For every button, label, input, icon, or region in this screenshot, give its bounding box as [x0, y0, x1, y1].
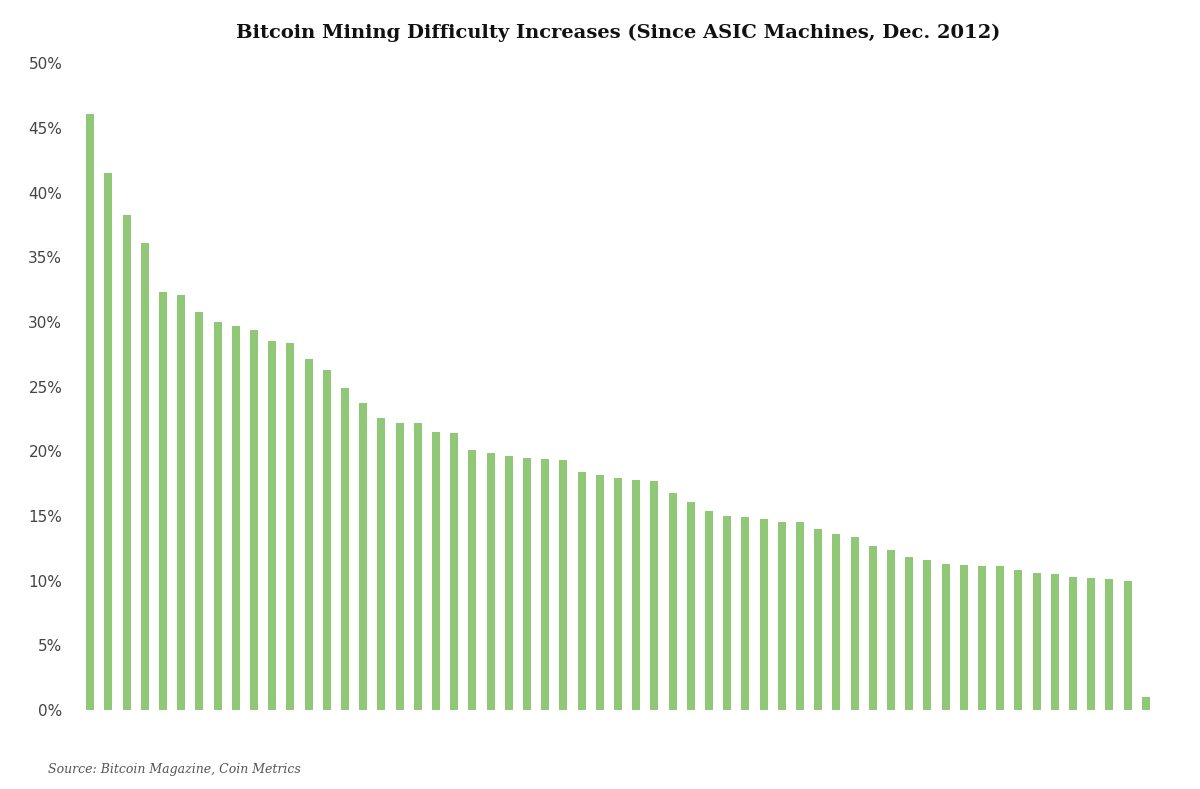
Bar — [140, 243, 149, 710]
Bar — [305, 360, 313, 710]
Bar — [268, 342, 276, 710]
Bar — [942, 564, 949, 710]
Bar — [450, 433, 458, 710]
Bar — [523, 458, 532, 710]
Bar — [833, 534, 840, 710]
Bar — [1087, 578, 1096, 710]
Bar — [323, 370, 331, 710]
Bar — [724, 516, 731, 710]
Bar — [1105, 579, 1114, 710]
Bar — [760, 518, 768, 710]
Bar — [505, 457, 512, 710]
Bar — [541, 459, 550, 710]
Bar — [923, 560, 931, 710]
Bar — [122, 215, 131, 710]
Bar — [250, 330, 258, 710]
Text: Source: Bitcoin Magazine, Coin Metrics: Source: Bitcoin Magazine, Coin Metrics — [48, 763, 301, 776]
Bar — [196, 312, 204, 710]
Bar — [359, 403, 367, 710]
Bar — [632, 480, 641, 710]
Bar — [214, 322, 222, 710]
Bar — [232, 326, 240, 710]
Bar — [158, 292, 167, 710]
Bar — [996, 567, 1004, 710]
Bar — [595, 475, 604, 710]
Bar — [704, 510, 713, 710]
Bar — [686, 502, 695, 710]
Bar — [778, 522, 786, 710]
Bar — [468, 450, 476, 710]
Bar — [960, 565, 968, 710]
Bar — [287, 342, 294, 710]
Bar — [1069, 577, 1078, 710]
Bar — [377, 417, 385, 710]
Bar — [814, 529, 822, 710]
Bar — [577, 472, 586, 710]
Bar — [341, 388, 349, 710]
Bar — [1141, 697, 1150, 710]
Bar — [1032, 573, 1040, 710]
Bar — [614, 478, 622, 710]
Bar — [869, 546, 877, 710]
Bar — [86, 114, 95, 710]
Bar — [905, 557, 913, 710]
Bar — [1123, 581, 1132, 710]
Bar — [396, 423, 403, 710]
Bar — [650, 481, 659, 710]
Bar — [414, 423, 422, 710]
Title: Bitcoin Mining Difficulty Increases (Since ASIC Machines, Dec. 2012): Bitcoin Mining Difficulty Increases (Sin… — [236, 24, 1000, 42]
Bar — [978, 567, 986, 710]
Bar — [104, 173, 113, 710]
Bar — [486, 453, 494, 710]
Bar — [432, 432, 440, 710]
Bar — [559, 460, 568, 710]
Bar — [1014, 570, 1022, 710]
Bar — [668, 492, 677, 710]
Bar — [1051, 574, 1058, 710]
Bar — [742, 518, 750, 710]
Bar — [796, 522, 804, 710]
Bar — [178, 295, 185, 710]
Bar — [851, 537, 859, 710]
Bar — [887, 550, 895, 710]
